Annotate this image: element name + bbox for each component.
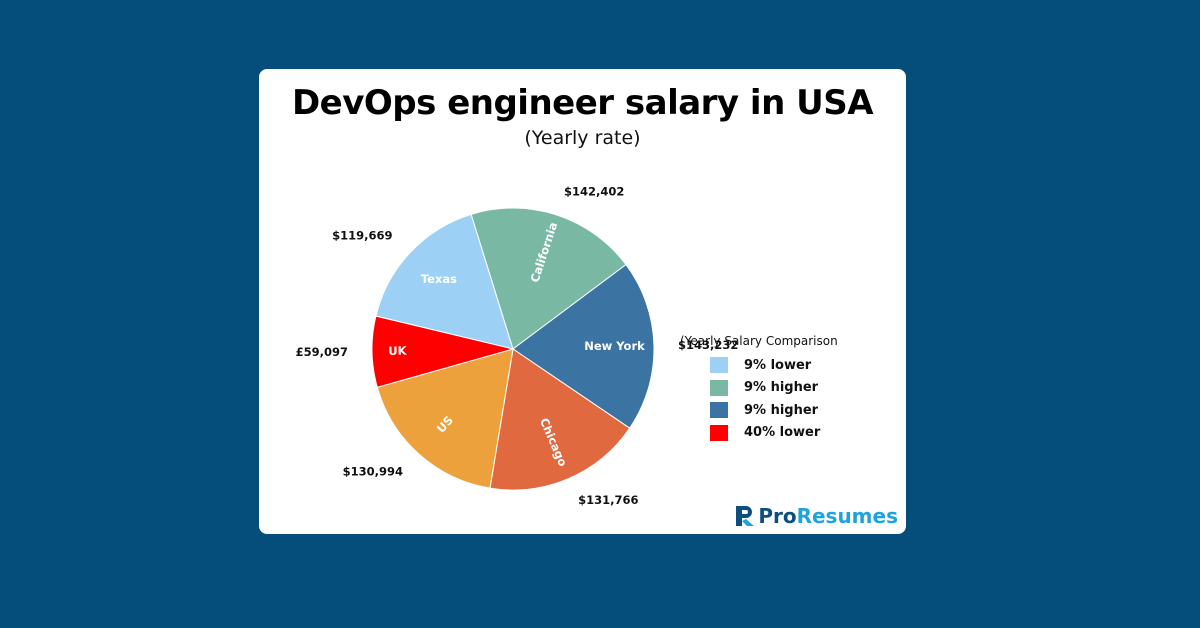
legend-item: 9% lower: [680, 354, 838, 377]
value-label-us: $130,994: [343, 464, 403, 478]
pie-slice-chicago: [489, 348, 631, 491]
value-label-uk: £59,097: [296, 345, 348, 359]
legend-label: 9% higher: [744, 402, 819, 418]
pie-slice-texas: [375, 213, 514, 350]
value-label-new-york: $143,232: [678, 338, 738, 352]
brand-pro: Pro: [758, 504, 797, 528]
chart-subtitle: (Yearly rate): [524, 127, 641, 149]
value-label-california: $142,402: [564, 185, 624, 199]
legend-label: 40% lower: [744, 425, 821, 441]
legend-item: 9% higher: [680, 377, 838, 400]
proresumes-logo-icon: [736, 506, 755, 526]
value-label-chicago: $131,766: [578, 493, 638, 507]
legend: (Yearly Salary Comparison 9% lower 9% hig…: [680, 334, 838, 444]
brand-resumes: Resumes: [796, 504, 898, 528]
slice-label-uk: UK: [388, 344, 408, 358]
slice-label-texas: Texas: [421, 272, 457, 286]
legend-item: 9% higher: [680, 399, 838, 422]
chart-title: DevOps engineer salary in USA: [291, 83, 874, 123]
pie-slice-california: [470, 207, 627, 350]
legend-item: 40% lower: [680, 422, 838, 445]
value-label-texas: $119,669: [332, 229, 392, 243]
chart-card: DevOps engineer salary in USA (Yearly ra…: [259, 69, 906, 534]
proresumes-logo: Pro Resumes: [734, 504, 898, 528]
legend-title: (Yearly Salary Comparison: [680, 334, 838, 348]
pie-slice-us: [376, 348, 514, 489]
pie-slice-uk: [371, 315, 515, 388]
legend-swatch: [710, 402, 728, 419]
legend-swatch: [710, 379, 728, 396]
legend-label: 9% higher: [744, 380, 819, 396]
slice-label-new-york: New York: [584, 339, 645, 353]
legend-label: 9% lower: [744, 357, 812, 373]
legend-swatch: [710, 424, 728, 441]
legend-swatch: [710, 357, 728, 374]
pie-slice-new-york: [512, 263, 655, 429]
